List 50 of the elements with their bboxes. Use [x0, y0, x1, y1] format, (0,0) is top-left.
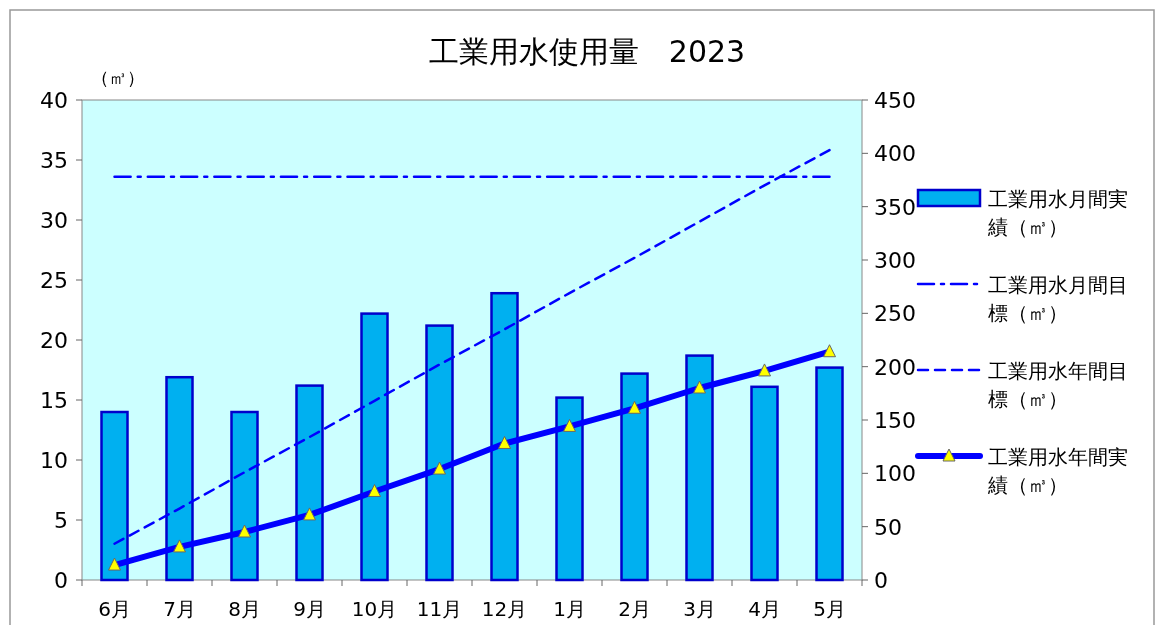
- y-tick-label: 35: [40, 148, 68, 173]
- line-series: [113, 148, 831, 545]
- y-tick-label: 25: [40, 268, 68, 293]
- y2-tick-label: 400: [874, 141, 916, 167]
- y-axis-title: （㎥）: [91, 67, 145, 88]
- bar: [555, 396, 584, 582]
- bar: [815, 366, 844, 582]
- chart-title: 工業用水使用量 2023: [428, 34, 746, 69]
- bar: [360, 312, 389, 582]
- x-tick-label: 12月: [481, 597, 528, 621]
- x-tick-label: 3月: [683, 597, 716, 621]
- x-tick-label: 8月: [228, 597, 261, 621]
- bar: [230, 410, 259, 582]
- bar: [100, 410, 129, 582]
- x-tick-label: 9月: [293, 597, 326, 621]
- y-tick-label: 20: [40, 328, 68, 353]
- legend-label: 工業用水月間実績（㎥）: [987, 187, 1128, 239]
- x-tick-label: 11月: [416, 597, 463, 621]
- y2-tick-label: 350: [874, 194, 916, 220]
- x-tick-label: 5月: [813, 597, 846, 621]
- legend-label: 工業用水年間目標（㎥）: [988, 359, 1128, 411]
- y-tick-label: 30: [40, 208, 68, 233]
- y-tick-label: 5: [54, 508, 68, 533]
- bar: [295, 384, 324, 582]
- x-tick-label: 10月: [351, 597, 398, 621]
- y2-tick-label: 300: [874, 248, 916, 273]
- y2-tick-label: 450: [874, 88, 916, 113]
- x-tick-label: 2月: [618, 597, 651, 621]
- y2-tick-label: 50: [874, 514, 902, 540]
- legend-label: 工業用水年間実績（㎥）: [987, 445, 1128, 497]
- y2-tick-label: 150: [874, 408, 916, 433]
- bar: [620, 372, 649, 582]
- x-tick-label: 7月: [163, 597, 196, 621]
- y2-tick-label: 0: [874, 568, 888, 593]
- x-tick-label: 4月: [748, 597, 781, 621]
- y-tick-label: 10: [40, 448, 68, 473]
- y-tick-label: 40: [40, 88, 68, 113]
- bar: [165, 375, 194, 582]
- legend-label: 工業用水月間目標（㎥）: [988, 273, 1128, 325]
- x-tick-label: 1月: [553, 597, 586, 621]
- y2-tick-label: 200: [874, 354, 916, 380]
- y-tick-label: 15: [40, 388, 68, 413]
- x-tick-label: 6月: [98, 597, 131, 621]
- y2-tick-label: 250: [874, 301, 916, 327]
- y2-tick-label: 100: [874, 461, 916, 487]
- bar: [490, 291, 519, 582]
- bar: [685, 354, 714, 582]
- y-tick-label: 0: [54, 568, 68, 593]
- bar: [750, 385, 779, 582]
- bar: [425, 324, 454, 582]
